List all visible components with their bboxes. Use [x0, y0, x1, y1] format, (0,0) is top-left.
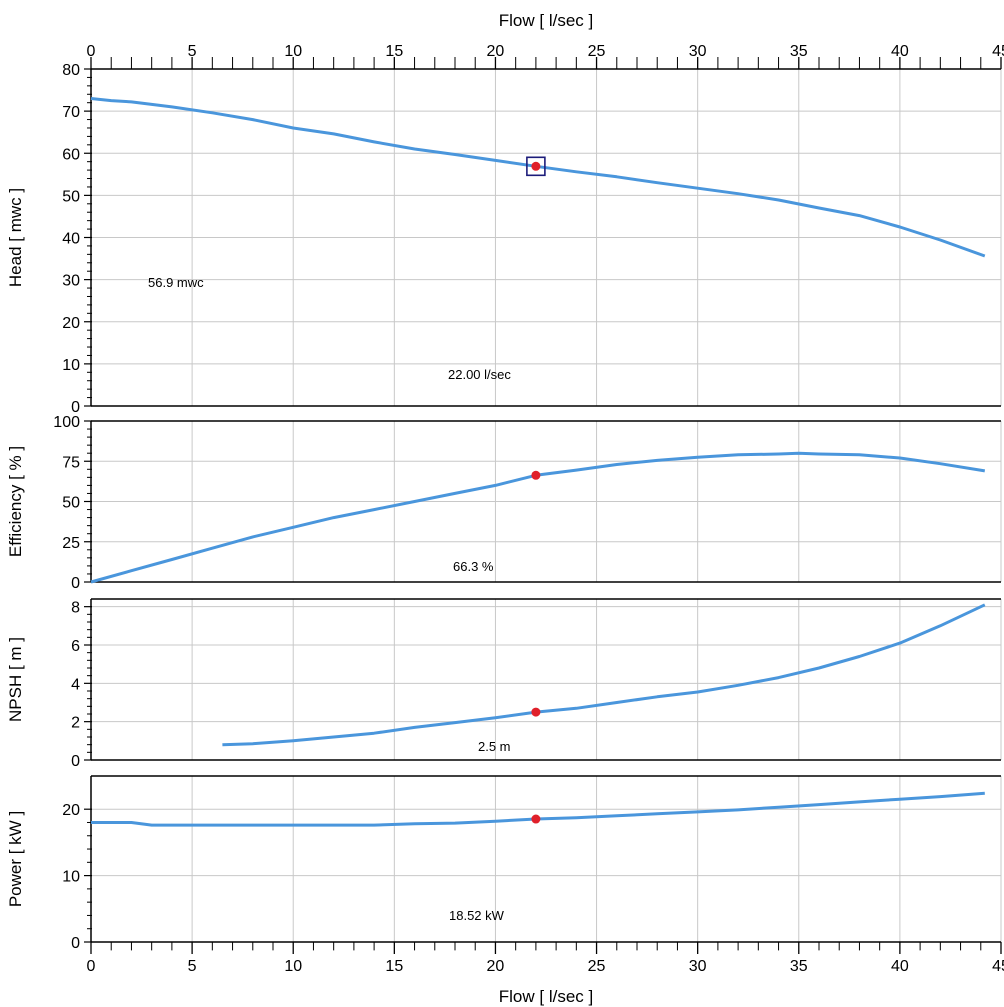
power-annotation: 18.52 kW: [449, 908, 505, 923]
npsh-curve: [222, 603, 986, 747]
head-annotation: 56.9 mwc: [148, 275, 204, 290]
head-x-tick-label: 25: [588, 43, 606, 60]
power-x-tick-label: 40: [891, 958, 909, 975]
efficiency-y-tick-label: 25: [62, 535, 80, 552]
efficiency-y-tick-label: 50: [62, 495, 80, 512]
head-x-tick-label: 0: [87, 43, 96, 60]
efficiency-duty-point[interactable]: [531, 470, 541, 480]
top-x-axis-title: Flow [ l/sec ]: [499, 11, 593, 30]
head-y-tick-label: 80: [62, 62, 80, 79]
head-y-tick-label: 10: [62, 357, 80, 374]
npsh-y-tick-label: 0: [71, 753, 80, 770]
head-curve: [90, 97, 986, 258]
head-y-tick-label: 40: [62, 231, 80, 248]
efficiency-y-tick-label: 100: [53, 414, 80, 431]
head-y-tick-label: 20: [62, 315, 80, 332]
head-x-tick-label: 20: [487, 43, 505, 60]
power-panel: 0 10 20 Power [ kW ] 0 5 10 15 20 25 30 35 40 45 Flow …: [6, 775, 1004, 1006]
power-x-tick-label: 10: [284, 958, 302, 975]
head-x-tick-label: 30: [689, 43, 707, 60]
npsh-y-tick-label: 2: [71, 715, 80, 732]
head-x-tick-label: 10: [284, 43, 302, 60]
npsh-y-tick-label: 8: [71, 600, 80, 617]
head-y-tick-label: 30: [62, 273, 80, 290]
efficiency-y-axis-title: Efficiency [ % ]: [6, 446, 25, 557]
head-annotation: 22.00 l/sec: [448, 367, 511, 382]
power-x-tick-label: 35: [790, 958, 808, 975]
head-duty-point[interactable]: [531, 161, 541, 171]
npsh-y-tick-label: 4: [71, 676, 80, 693]
power-x-tick-label: 5: [188, 958, 197, 975]
head-x-tick-label: 5: [188, 43, 197, 60]
head-y-tick-label: 50: [62, 188, 80, 205]
efficiency-curve: [90, 451, 986, 584]
power-curve: [91, 791, 985, 827]
npsh-y-axis-title: NPSH [ m ]: [6, 637, 25, 722]
power-y-axis-title: Power [ kW ]: [6, 811, 25, 907]
efficiency-annotation: 66.3 %: [453, 559, 494, 574]
power-x-tick-label: 30: [689, 958, 707, 975]
bottom-x-axis-title: Flow [ l/sec ]: [499, 987, 593, 1006]
power-duty-point[interactable]: [531, 814, 541, 824]
head-y-tick-label: 60: [62, 146, 80, 163]
head-x-tick-label: 35: [790, 43, 808, 60]
npsh-duty-point[interactable]: [531, 707, 541, 717]
power-y-tick-label: 0: [71, 935, 80, 952]
head-panel: 0 10 20 30 40 50 60 70 80 Head [ mwc ] 0 5 10 15 20 25 3…: [6, 11, 1004, 416]
power-y-tick-label: 10: [62, 869, 80, 886]
npsh-panel: 0 2 4 6 8 NPSH [ m ] 2.5 m: [6, 598, 1002, 770]
power-x-tick-label: 0: [87, 958, 96, 975]
power-x-tick-label: 20: [487, 958, 505, 975]
power-x-tick-label: 45: [992, 958, 1004, 975]
head-x-tick-label: 40: [891, 43, 909, 60]
efficiency-panel: 0 25 50 75 100 Efficiency [ % ] 66.3 %: [6, 414, 1002, 592]
npsh-y-tick-label: 6: [71, 638, 80, 655]
duty-point-selection-box[interactable]: [526, 156, 546, 177]
head-x-tick-label: 45: [992, 43, 1004, 60]
head-y-tick-label: 0: [71, 399, 80, 416]
efficiency-y-tick-label: 75: [62, 454, 80, 471]
npsh-annotation: 2.5 m: [478, 739, 511, 754]
head-y-axis-title: Head [ mwc ]: [6, 188, 25, 287]
power-x-tick-label: 25: [588, 958, 606, 975]
power-x-tick-label: 15: [385, 958, 403, 975]
head-y-tick-label: 70: [62, 104, 80, 121]
power-y-tick-label: 20: [62, 802, 80, 819]
head-x-tick-label: 15: [385, 43, 403, 60]
efficiency-y-tick-label: 0: [71, 575, 80, 592]
